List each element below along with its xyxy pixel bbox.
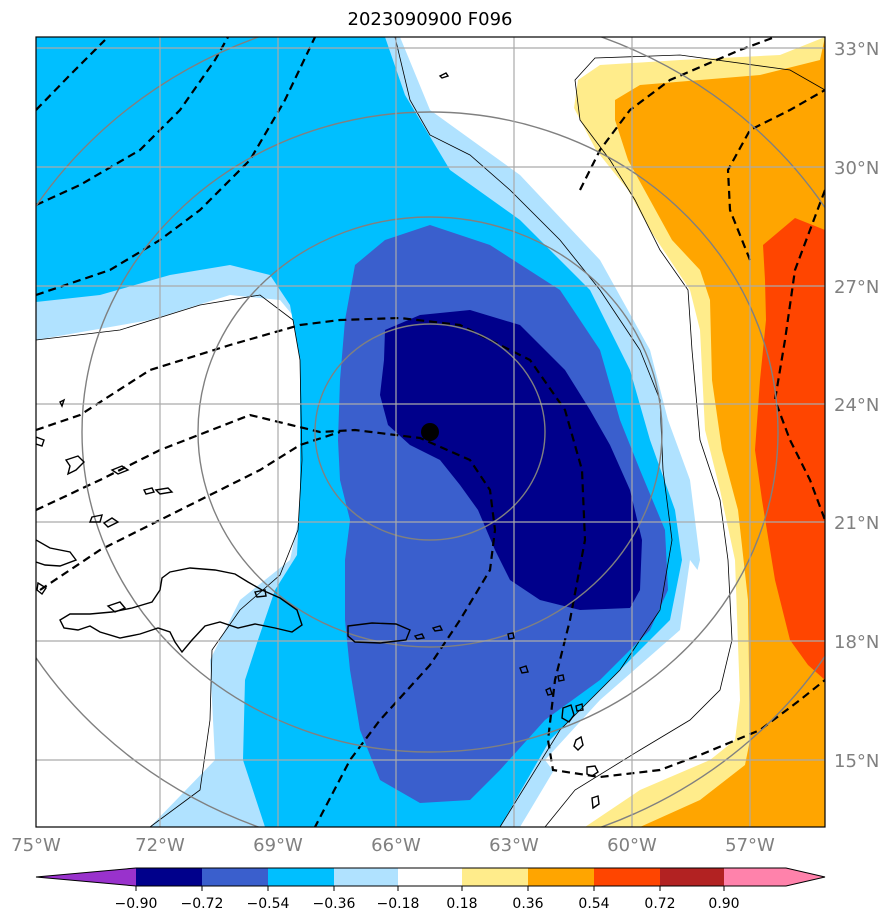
- colorbar-tick-label: −0.54: [247, 896, 290, 912]
- range-rings: [36, 37, 825, 827]
- y-tick-label: 24°N: [834, 395, 879, 416]
- colorbar-extend-low: [36, 868, 136, 886]
- coast-lesser-antilles: [519, 665, 529, 674]
- colorbar-tick-label: 0.18: [446, 896, 477, 912]
- colorbar-segment: [594, 868, 660, 886]
- contour-fill-pos-054: [755, 218, 825, 680]
- colorbar-segment: [202, 868, 268, 886]
- colorbar-tick-label: 0.54: [578, 896, 609, 912]
- coast-hispaniola: [59, 567, 303, 654]
- coastlines: [36, 72, 600, 810]
- colorbar-segment: [268, 868, 334, 886]
- coast-cuba: [36, 539, 78, 567]
- y-tick-label: 18°N: [834, 632, 879, 653]
- contour-line-east: [544, 54, 825, 827]
- colorbar-tick-label: 0.90: [708, 896, 739, 912]
- contour-fill-neg-072: [380, 310, 642, 610]
- x-tick-label: 66°W: [371, 835, 421, 856]
- x-tick-label: 72°W: [135, 835, 185, 856]
- y-tick-label: 27°N: [834, 277, 879, 298]
- map-area: [36, 37, 825, 827]
- zero-region-east: [545, 560, 735, 780]
- colorbar-segment: [398, 868, 462, 886]
- gridlines: [36, 37, 825, 827]
- x-tick-label: 57°W: [725, 835, 775, 856]
- colorbar-segment: [660, 868, 724, 886]
- map-frame: [35, 36, 826, 828]
- colorbar-segment: [724, 868, 786, 886]
- y-axis-ticks: 33°N 30°N 27°N 24°N 21°N 18°N 15°N: [834, 39, 879, 772]
- x-axis-ticks: 75°W 72°W 69°W 66°W 63°W 60°W 57°W: [11, 835, 775, 856]
- storm-center-marker: [421, 423, 439, 441]
- colorbar-tick-marks: [135, 886, 725, 891]
- x-tick-label: 75°W: [11, 835, 61, 856]
- colorbar: −0.90 −0.72 −0.54 −0.36 −0.18 0.18 0.36 …: [35, 867, 826, 912]
- y-tick-label: 15°N: [834, 751, 879, 772]
- map-title: 2023090900 F096: [347, 9, 513, 30]
- colorbar-extend-high: [786, 868, 825, 886]
- y-tick-label: 30°N: [834, 158, 879, 179]
- contour-line-west: [394, 37, 673, 827]
- colorbar-tick-label: −0.36: [313, 896, 356, 912]
- colorbar-tick-label: −0.72: [181, 896, 224, 912]
- colorbar-segment: [462, 868, 528, 886]
- colorbar-tick-label: 0.36: [512, 896, 543, 912]
- dashed-streamlines: [36, 37, 825, 827]
- contour-line-southwest: [36, 294, 303, 827]
- x-tick-label: 63°W: [489, 835, 539, 856]
- x-tick-label: 69°W: [253, 835, 303, 856]
- colorbar-segment: [528, 868, 594, 886]
- colorbar-tick-label: −0.90: [115, 896, 158, 912]
- colorbar-tick-label: −0.18: [377, 896, 420, 912]
- coast-bahamas: [64, 455, 85, 476]
- colorbar-tick-label: 0.72: [644, 896, 675, 912]
- contour-fill-pos-036: [615, 37, 825, 827]
- colorbar-segment: [334, 868, 398, 886]
- x-tick-label: 60°W: [607, 835, 657, 856]
- y-tick-label: 21°N: [834, 513, 879, 534]
- coast-puerto-rico: [347, 622, 411, 644]
- colorbar-segment: [136, 868, 202, 886]
- y-tick-label: 33°N: [834, 39, 879, 60]
